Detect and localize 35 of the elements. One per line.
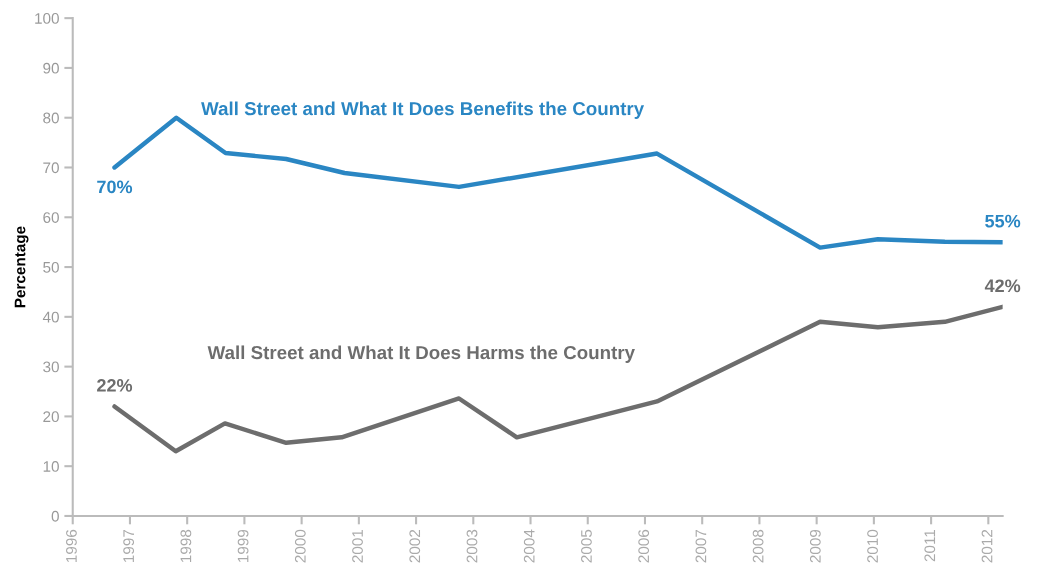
x-tick-label: 2002 — [409, 529, 421, 563]
y-axis-title: Percentage — [14, 226, 29, 308]
y-tick-label: 70 — [43, 162, 59, 174]
x-tick-label: 2008 — [752, 529, 764, 563]
x-tick-label: 1996 — [66, 529, 77, 562]
y-tick-label: 20 — [43, 411, 59, 423]
x-tick-label: 2012 — [981, 529, 993, 563]
y-tick-label: 30 — [43, 361, 59, 373]
x-tick-label: 1998 — [180, 529, 192, 562]
x-tick-label: 2005 — [581, 529, 592, 563]
y-tick-label: 10 — [43, 461, 59, 472]
x-tick-label: 1999 — [237, 529, 249, 562]
y-tick-label: 100 — [35, 13, 59, 24]
data-label: 55% — [985, 214, 1021, 228]
y-tick-label: 60 — [43, 212, 59, 223]
x-tick-label: 2000 — [294, 529, 306, 563]
x-tick-label: 2003 — [466, 529, 478, 563]
text: Wall Street and What It Does Harms the Country — [207, 345, 635, 363]
x-tick-label: 2010 — [867, 529, 878, 563]
y-tick-label: 80 — [43, 112, 59, 124]
y-tick-label: 50 — [43, 261, 59, 273]
x-tick-label: 1997 — [123, 529, 135, 562]
series-label: Wall Street and What It Does Benefits the Country — [201, 101, 645, 119]
x-tick-label: 2001 — [352, 529, 363, 563]
x-tick-label: 2011 — [924, 529, 936, 562]
y-tick-label: 40 — [42, 311, 59, 323]
x-tick-label: 2004 — [523, 529, 535, 563]
x-tick-label: 2006 — [638, 529, 650, 563]
y-tick-label: 90 — [43, 62, 59, 74]
x-tick-label: 2009 — [809, 529, 821, 563]
x-tick-label: 2007 — [695, 529, 707, 563]
data-label: 42% — [984, 279, 1021, 293]
y-tick-label: 0 — [51, 510, 59, 522]
data-label: 70% — [97, 180, 133, 194]
data-label: 22% — [97, 378, 133, 392]
